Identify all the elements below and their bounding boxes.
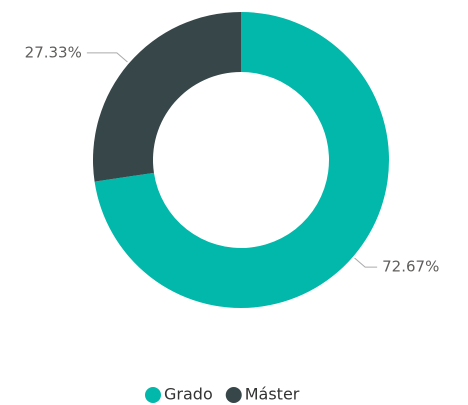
- slice: [93, 12, 241, 182]
- leader-line: [86, 52, 128, 63]
- legend-marker: [225, 387, 242, 403]
- slice: [94, 12, 390, 308]
- data-label: 27.33%: [25, 43, 82, 61]
- legend-marker: [145, 387, 161, 403]
- leader-line: [354, 257, 378, 268]
- legend-label: Máster: [245, 385, 300, 404]
- legend-label: Grado: [164, 385, 213, 404]
- data-label: 72.67%: [382, 258, 439, 276]
